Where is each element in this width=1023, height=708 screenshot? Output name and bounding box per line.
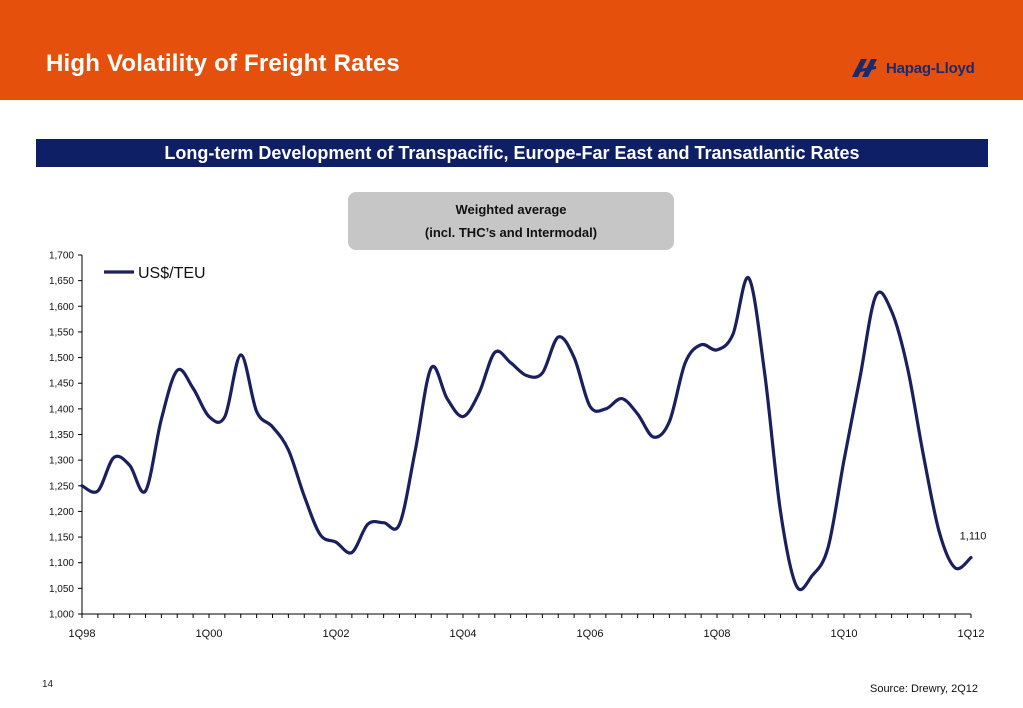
header-bar: [0, 0, 1023, 100]
y-tick-label: 1,200: [49, 507, 74, 518]
x-tick-label: 1Q04: [450, 628, 477, 640]
x-tick-label: 1Q98: [69, 628, 96, 640]
y-tick-label: 1,450: [49, 379, 74, 390]
y-tick-label: 1,250: [49, 481, 74, 492]
note-line-2: (incl. THC’s and Intermodal): [424, 225, 598, 240]
y-tick-label: 1,700: [49, 251, 74, 262]
y-tick-label: 1,150: [49, 533, 74, 544]
y-tick-label: 1,350: [49, 430, 74, 441]
y-tick-label: 1,100: [49, 558, 74, 569]
y-tick-label: 1,650: [49, 276, 74, 287]
x-tick-label: 1Q08: [704, 628, 731, 640]
y-tick-label: 1,000: [49, 610, 74, 621]
x-tick-label: 1Q02: [323, 628, 350, 640]
series-line-us-teu: [80, 276, 973, 592]
hapag-lloyd-logo-icon: [850, 57, 880, 79]
source-note: Source: Drewry, 2Q12: [869, 683, 978, 695]
logo-text: Hapag-Lloyd: [886, 59, 975, 77]
y-tick-label: 1,500: [49, 353, 74, 364]
slide-title: High Volatility of Freight Rates: [46, 50, 400, 77]
x-tick-label: 1Q12: [958, 628, 985, 640]
company-logo: Hapag-Lloyd: [850, 55, 975, 81]
weighted-average-note: Weighted average (incl. THC’s and Interm…: [348, 192, 674, 250]
data-label-last-value: 1,110: [960, 531, 987, 543]
x-tick-label: 1Q10: [831, 628, 858, 640]
y-tick-label: 1,600: [49, 302, 74, 313]
page-number: 14: [42, 679, 54, 690]
y-tick-label: 1,050: [49, 584, 74, 595]
x-tick-label: 1Q00: [196, 628, 223, 640]
y-tick-label: 1,400: [49, 404, 74, 415]
x-tick-label: 1Q06: [577, 628, 604, 640]
chart-banner: Long-term Development of Transpacific, E…: [36, 139, 988, 167]
note-line-1: Weighted average: [455, 202, 567, 217]
y-tick-label: 1,300: [49, 456, 74, 467]
y-tick-label: 1,550: [49, 327, 74, 338]
legend-label: US$/TEU: [138, 265, 206, 282]
